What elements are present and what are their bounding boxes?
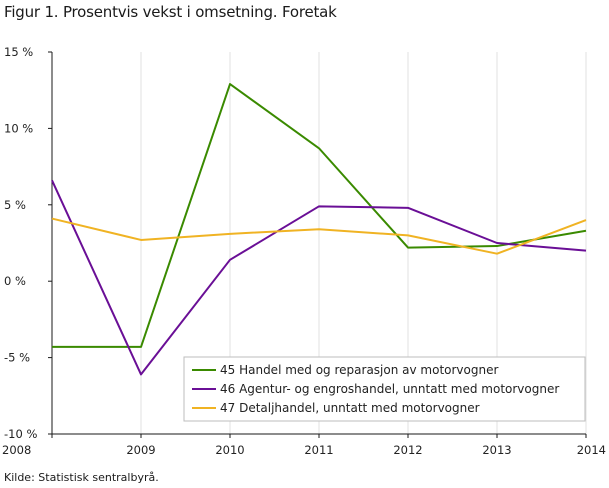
y-tick-label: 0 % <box>4 274 26 288</box>
x-tick-label: 2014 <box>577 443 606 457</box>
series-line-47 <box>51 217 587 255</box>
x-tick-label: 2009 <box>126 443 155 457</box>
series-line-45 <box>52 83 587 348</box>
y-tick-label: 10 % <box>4 121 33 135</box>
series-lines <box>51 83 587 376</box>
x-tick-label: 2010 <box>215 443 244 457</box>
legend-label: 46 Agentur- og engroshandel, unntatt med… <box>220 382 559 396</box>
y-tick-label: 15 % <box>4 45 33 59</box>
x-tick-label: 2011 <box>304 443 333 457</box>
y-tick-label: -10 % <box>4 427 37 441</box>
y-tick-label: -5 % <box>4 351 30 365</box>
y-tick-label: 5 % <box>4 198 26 212</box>
legend-box <box>183 356 586 422</box>
legend-label: 47 Detaljhandel, unntatt med motorvogner <box>220 401 480 415</box>
source-note: Kilde: Statistisk sentralbyrå. <box>4 471 159 484</box>
x-tick-label: 2008 <box>2 443 31 457</box>
legend-label: 45 Handel med og reparasjon av motorvogn… <box>220 363 498 377</box>
x-tick-label: 2012 <box>393 443 422 457</box>
axes: 15 % 10 % 5 % 0 % -5 % -10 % 2008 2009 2010 2011 2… <box>2 45 606 457</box>
chart-title: Figur 1. Prosentvis vekst i omsetning. F… <box>4 3 337 21</box>
x-tick-label: 2013 <box>482 443 511 457</box>
legend: 45 Handel med og reparasjon av motorvogn… <box>183 356 586 422</box>
series-line-46 <box>51 179 587 376</box>
